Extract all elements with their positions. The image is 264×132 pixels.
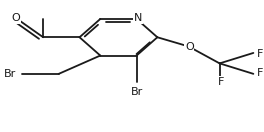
Text: Br: Br [4,69,16,79]
Text: F: F [257,68,263,78]
Text: O: O [185,42,194,52]
Text: Br: Br [130,87,143,97]
Text: N: N [134,13,142,23]
Text: O: O [12,13,20,23]
Text: F: F [218,77,224,87]
Text: F: F [257,49,263,59]
